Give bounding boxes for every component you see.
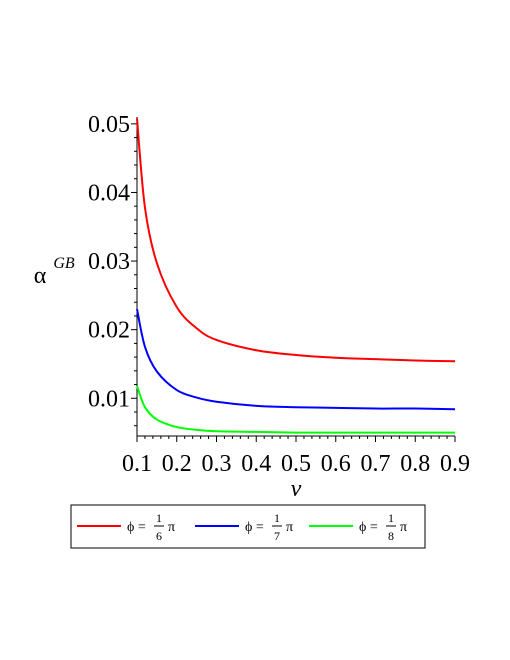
x-tick-label: 0.8 (400, 451, 430, 477)
curves (136, 118, 456, 434)
legend-frac-den: 6 (156, 529, 162, 543)
y-axis-label-superscript: GB (53, 255, 75, 272)
legend-entry-2: ϕ = 1 7π (195, 511, 293, 543)
series-line-1 (136, 118, 456, 363)
legend-frac-den: 7 (274, 529, 280, 543)
x-tick-label: 0.1 (122, 451, 152, 477)
y-axis-label: α (34, 263, 47, 289)
x-tick-label: 0.5 (281, 451, 311, 477)
x-tick-label: 0.2 (162, 451, 192, 477)
x-tick-label: 0.9 (440, 451, 470, 477)
legend-frac-den: 8 (388, 529, 394, 543)
legend-frac-num: 1 (388, 511, 394, 525)
legend-frac-num: 1 (156, 511, 162, 525)
legend-entry-1: ϕ = 1 6π (77, 511, 175, 543)
x-tick-label: 0.3 (202, 451, 232, 477)
legend-box (70, 504, 426, 549)
axis-labels: v α GB (34, 255, 302, 502)
series-line-3 (136, 385, 455, 434)
y-tick-label: 0.05 (88, 112, 130, 138)
y-tick-label: 0.02 (88, 318, 130, 344)
series-line-2 (136, 308, 456, 411)
legend-frac-num: 1 (274, 511, 280, 525)
legend-phi: ϕ = (359, 520, 378, 535)
legend: ϕ =16π ϕ =17π ϕ =18π (70, 504, 426, 549)
legend-phi: ϕ = (245, 520, 264, 535)
legend-pi: π (400, 520, 407, 535)
x-tick-label: 0.4 (241, 451, 271, 477)
x-tick-label: 0.7 (361, 451, 391, 477)
y-tick-label: 0.01 (88, 386, 130, 412)
y-tick-label: 0.04 (88, 180, 130, 206)
legend-entry-3: ϕ = 1 8π (309, 511, 407, 543)
legend-pi: π (168, 520, 175, 535)
x-tick-label: 0.6 (321, 451, 351, 477)
legend-pi: π (286, 520, 293, 535)
y-tick-label: 0.03 (88, 249, 130, 275)
ticks: 0.1 0.2 0.3 0.4 0.5 0.6 0.7 0.8 0.9 0.01 0.02 0.03 0… (88, 112, 470, 477)
x-axis-label: v (291, 476, 302, 502)
legend-phi: ϕ = (127, 520, 146, 535)
axes (136, 117, 455, 437)
